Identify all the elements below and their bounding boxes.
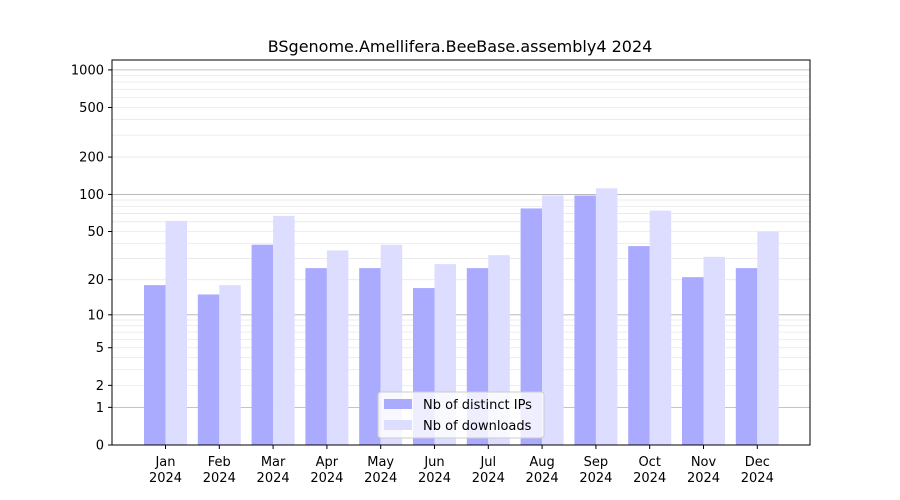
y-tick-label: 0 <box>96 439 104 454</box>
x-tick-label-month: Dec <box>745 455 770 470</box>
x-tick-label-year: 2024 <box>257 471 290 486</box>
y-axis: 0 1 2 5 10 20 50 100 200 500 1000 <box>71 63 112 454</box>
x-tick-label-year: 2024 <box>149 471 182 486</box>
bar-downloads-dec <box>757 231 779 445</box>
x-tick-label-month: Oct <box>638 455 660 470</box>
bar-distinct-ips-mar <box>251 244 274 445</box>
y-tick-label: 200 <box>79 151 104 166</box>
bar-downloads-jan <box>165 220 187 445</box>
y-tick-label: 1000 <box>71 63 104 78</box>
bar-distinct-ips-nov <box>682 277 704 445</box>
legend-box <box>377 391 545 439</box>
x-tick-label-month: Nov <box>691 455 717 470</box>
y-tick-label: 1 <box>96 401 104 416</box>
chart-title: BSgenome.Amellifera.BeeBase.assembly4 20… <box>268 37 653 56</box>
bar-distinct-ips-feb <box>197 294 220 445</box>
bar-distinct-ips-jan <box>144 285 166 445</box>
x-tick-label-year: 2024 <box>310 471 343 486</box>
y-tick-label: 500 <box>79 101 104 116</box>
x-tick-label-month: Feb <box>208 455 231 470</box>
y-tick-label: 20 <box>87 273 104 288</box>
y-tick-label: 10 <box>87 308 104 323</box>
y-tick-label: 5 <box>96 341 104 356</box>
bar-downloads-nov <box>703 256 725 445</box>
x-tick-label-month: May <box>367 455 394 470</box>
x-tick-label-year: 2024 <box>418 471 451 486</box>
bar-distinct-ips-apr <box>305 268 327 445</box>
x-tick-label-month: Jun <box>423 455 444 470</box>
y-tick-label: 2 <box>96 379 104 394</box>
bar-downloads-sep <box>595 188 618 445</box>
x-tick-label-month: Aug <box>529 455 554 470</box>
x-tick-label-year: 2024 <box>687 471 720 486</box>
bar-downloads-mar <box>273 215 295 445</box>
x-tick-label-year: 2024 <box>633 471 666 486</box>
axes-frame <box>111 59 811 446</box>
x-tick-label-year: 2024 <box>203 471 236 486</box>
y-tick-label: 50 <box>87 225 104 240</box>
x-tick-label-month: Jan <box>154 455 175 470</box>
x-tick-label-year: 2024 <box>741 471 774 486</box>
x-tick-label-year: 2024 <box>364 471 397 486</box>
legend-swatch <box>384 399 412 409</box>
legend-label: Nb of downloads <box>423 419 532 434</box>
legend-label: Nb of distinct IPs <box>423 398 532 413</box>
bar-distinct-ips-oct <box>628 246 650 445</box>
x-tick-label-month: Mar <box>261 455 286 470</box>
legend-swatch <box>384 420 412 430</box>
x-tick-label-month: Sep <box>584 455 609 470</box>
bar-distinct-ips-aug <box>520 208 543 445</box>
x-tick-label-month: Jul <box>479 455 496 470</box>
bar-distinct-ips-sep <box>574 195 596 445</box>
x-tick-label-year: 2024 <box>579 471 612 486</box>
bar-downloads-oct <box>649 210 672 445</box>
x-tick-label-month: Apr <box>316 455 339 470</box>
x-tick-label-year: 2024 <box>526 471 559 486</box>
bar-downloads-apr <box>326 250 349 445</box>
bar-downloads-feb <box>219 285 241 445</box>
bar-distinct-ips-dec <box>735 268 758 445</box>
x-tick-label-year: 2024 <box>472 471 505 486</box>
bar-distinct-ips-may <box>359 268 381 445</box>
y-tick-label: 100 <box>79 188 104 203</box>
bar-downloads-aug <box>542 195 564 445</box>
legend: Nb of distinct IPs Nb of downloads <box>377 391 545 439</box>
x-axis: Jan2024Feb2024Mar2024Apr2024May2024Jun20… <box>149 445 774 486</box>
